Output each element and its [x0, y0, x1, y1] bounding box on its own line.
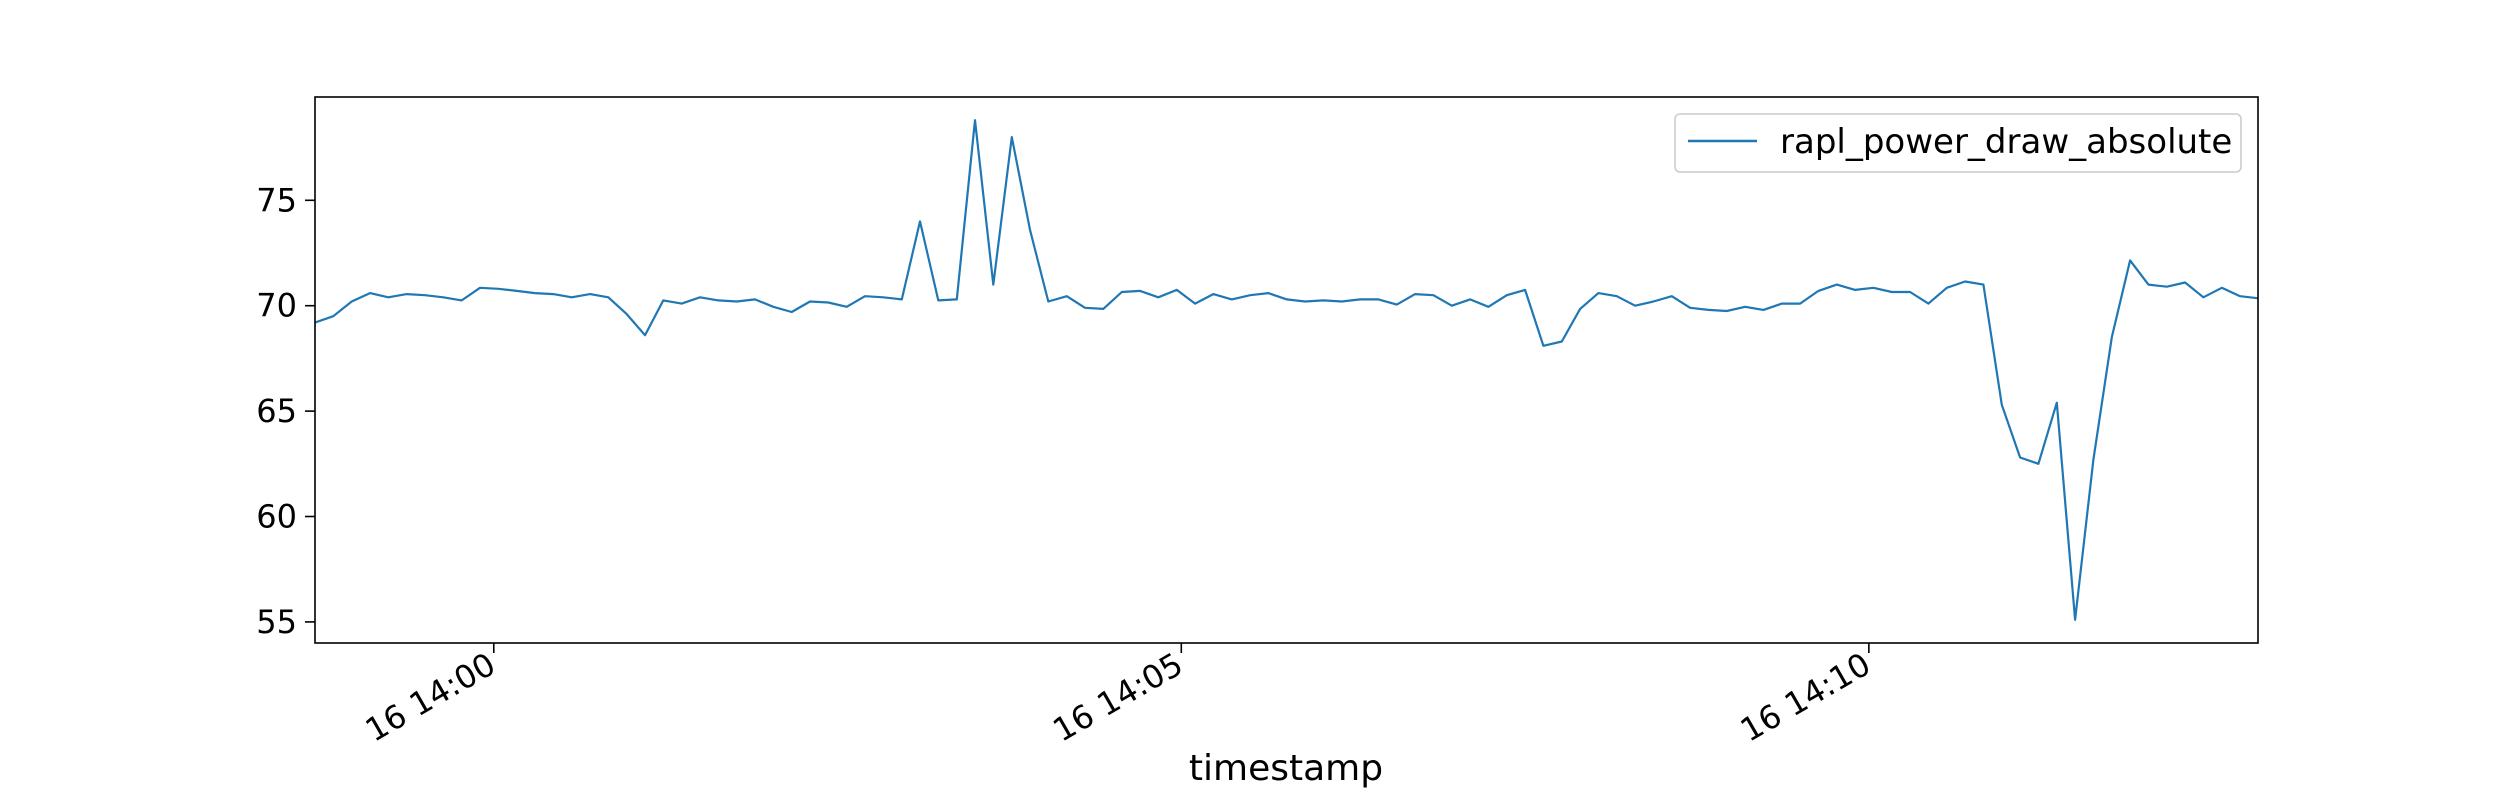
y-tick-label: 65: [256, 392, 297, 430]
x-tick-label: 16 14:00: [359, 645, 502, 749]
y-axis: 55 60 65 70 75: [256, 181, 315, 641]
legend-label: rapl_power_draw_absolute: [1780, 122, 2232, 162]
legend-box: [1674, 113, 2242, 173]
y-tick-label: 60: [256, 498, 297, 536]
y-tick-label: 70: [256, 287, 297, 325]
y-tick-label: 55: [256, 603, 297, 641]
series-layer: [314, 119, 2259, 621]
plot-frame: [314, 96, 2259, 644]
x-tick-label: 16 14:10: [1734, 645, 1877, 749]
y-tick-label: 75: [256, 181, 297, 219]
x-axis-label: timestamp: [1189, 748, 1383, 789]
x-tick-label: 16 14:05: [1046, 645, 1189, 749]
legend: rapl_power_draw_absolute: [1674, 113, 2242, 173]
plot-background: [315, 97, 2258, 643]
x-axis: 16 14:00 16 14:05 16 14:10: [359, 643, 1877, 749]
series-line-0: [314, 119, 2259, 621]
